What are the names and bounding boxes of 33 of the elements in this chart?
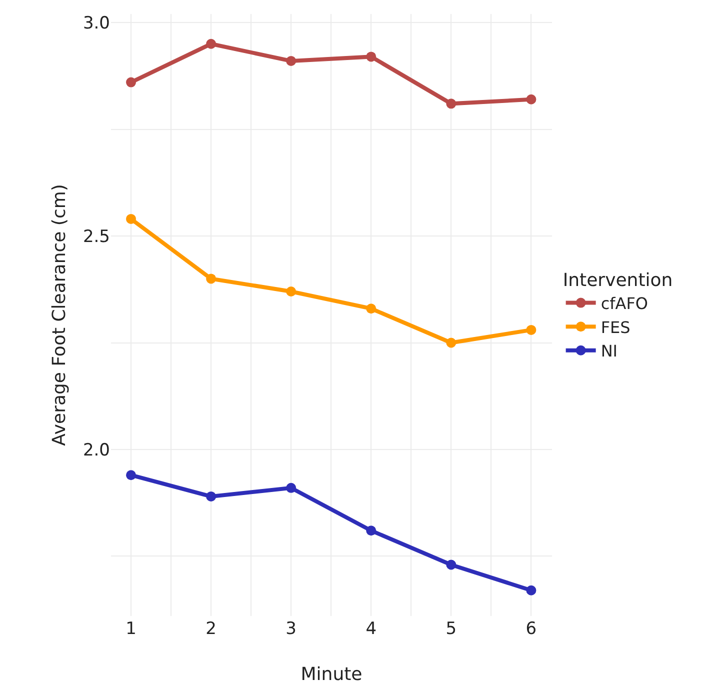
point: [206, 38, 216, 49]
point: [446, 560, 456, 570]
legend-label: NI: [600, 342, 618, 361]
point: [286, 286, 296, 297]
x-tick-label: 5: [446, 619, 457, 639]
point: [126, 214, 136, 224]
y-tick-label: 2.0: [82, 440, 110, 460]
point: [126, 77, 136, 88]
point: [206, 491, 216, 502]
point: [286, 482, 296, 493]
legend-label: FES: [600, 318, 630, 337]
point: [206, 274, 216, 284]
point: [366, 526, 376, 536]
point: [366, 304, 376, 314]
x-axis-title: Minute: [300, 664, 362, 685]
y-tick-label: 2.5: [82, 226, 110, 247]
point: [526, 94, 536, 104]
x-tick-label: 2: [206, 619, 216, 639]
x-tick-label: 1: [126, 619, 136, 639]
legend-title: Intervention: [562, 270, 673, 291]
y-tick-label: 3.0: [82, 13, 110, 34]
point: [446, 338, 456, 348]
point: [526, 324, 536, 335]
point: [286, 56, 296, 66]
point: [126, 470, 136, 480]
point: [526, 585, 536, 596]
point: [366, 52, 376, 62]
y-axis-title: Average Foot Clearance (cm): [49, 184, 70, 446]
x-tick-label: 6: [526, 619, 537, 639]
point: [446, 98, 456, 109]
x-tick-label: 4: [366, 619, 377, 639]
x-tick-label: 3: [286, 619, 296, 639]
legend-label: cfAFO: [600, 294, 648, 314]
